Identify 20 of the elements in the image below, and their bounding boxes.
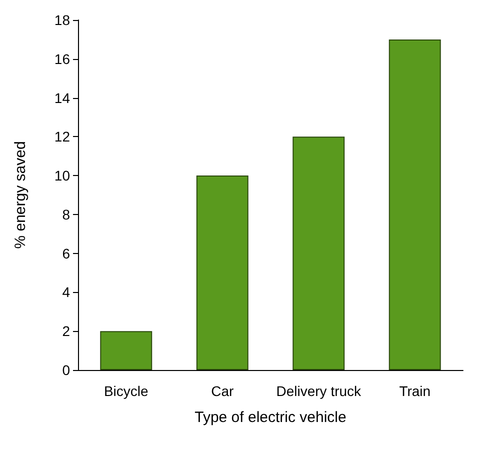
bar xyxy=(196,176,248,370)
y-tick-label: 0 xyxy=(62,362,70,378)
bar xyxy=(292,136,345,370)
y-tick-label: 14 xyxy=(54,90,70,106)
x-tick-label: Delivery truck xyxy=(276,383,362,399)
x-tick-label: Car xyxy=(211,383,234,399)
x-axis-title: Type of electric vehicle xyxy=(194,409,346,426)
bar xyxy=(388,39,441,370)
y-tick-label: 10 xyxy=(54,168,70,184)
y-tick-label: 6 xyxy=(62,245,70,262)
y-tick-label: 8 xyxy=(62,206,70,222)
bar xyxy=(100,331,152,370)
y-tick-label: 18 xyxy=(54,12,70,28)
y-tick-label: 2 xyxy=(62,323,70,340)
y-tick-label: 12 xyxy=(54,128,70,145)
y-tick-label: 4 xyxy=(62,284,70,300)
y-axis-title: % energy saved xyxy=(12,141,29,249)
x-tick-label: Train xyxy=(399,383,431,399)
x-tick-label: Bicycle xyxy=(104,383,149,399)
y-tick-label: 16 xyxy=(54,50,70,67)
